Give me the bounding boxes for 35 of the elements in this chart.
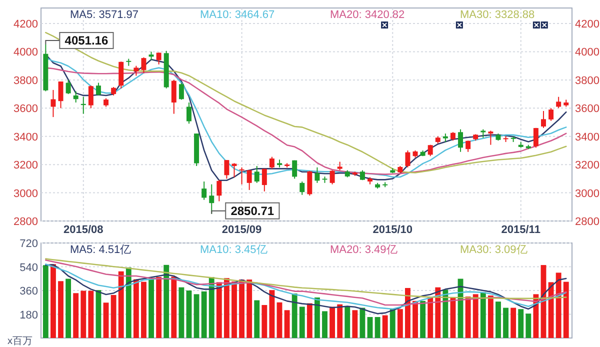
y2-tick-label: 2800 (575, 216, 600, 228)
y2-tick-label: 4200 (575, 18, 600, 31)
text: MA10: 3.45亿 (200, 244, 268, 256)
y-tick-label: 3000 (14, 188, 38, 200)
x-tick-label: 2015/10 (372, 224, 413, 236)
y-tick-label: 3600 (14, 103, 38, 116)
y-tick-label: 2800 (14, 216, 38, 228)
text: MA20: 3.49亿 (330, 244, 398, 256)
annotation: 2850.71 (230, 204, 274, 218)
text: MA5: 3571.97 (70, 9, 138, 21)
y2-tick-label: 4000 (575, 46, 600, 59)
text: MA10: 3464.67 (200, 9, 275, 21)
y-tick-label: 3400 (14, 131, 38, 144)
y-tick-label: 360 (20, 286, 38, 298)
x-tick-label: 2015/11 (501, 224, 540, 236)
x-tick-label: 2015/09 (222, 224, 262, 236)
series-label: MA5: 4.51亿 (70, 244, 132, 256)
text: MA20: 3420.82 (330, 9, 405, 21)
y2-tick-label: 3400 (575, 131, 600, 144)
y-tick-label: 4200 (14, 18, 38, 31)
text: MA30: 3328.88 (460, 9, 535, 21)
y2-tick-label: 3800 (575, 74, 600, 87)
y2-tick-label: 3600 (575, 103, 600, 116)
text: MA30: 3.09亿 (460, 244, 528, 256)
y-tick-label: 4000 (14, 46, 38, 59)
y-axis-title: x百万 (8, 336, 32, 347)
y-tick-label: 720 (20, 238, 38, 250)
y-tick-label: 180 (20, 309, 38, 322)
y-tick-label: 3800 (14, 74, 38, 87)
y2-tick-label: 3000 (575, 188, 600, 200)
annotation: 4051.16 (64, 34, 108, 48)
y-tick-label: 540 (20, 262, 38, 274)
y-tick-label: 3200 (14, 160, 38, 172)
x-tick-label: 2015/08 (64, 224, 104, 236)
y2-tick-label: 3200 (575, 160, 600, 172)
